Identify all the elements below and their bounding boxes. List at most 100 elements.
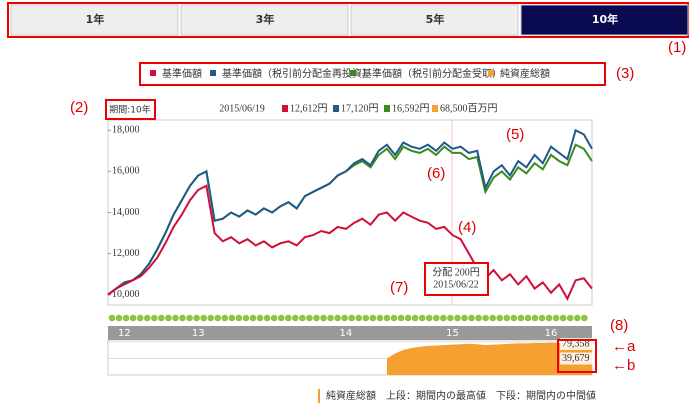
dist-marker — [263, 314, 271, 322]
header-value: 12,612円 — [290, 103, 328, 114]
legend-swatch — [210, 70, 216, 76]
dist-marker — [510, 314, 518, 322]
tab-label[interactable]: 3年 — [256, 12, 275, 26]
y-tick-label: 14,000 — [112, 207, 140, 218]
annotation: (1) — [668, 39, 686, 56]
header-value: 16,592円 — [392, 103, 430, 114]
dist-marker — [581, 314, 588, 322]
dist-marker — [200, 314, 207, 322]
dist-marker — [383, 314, 391, 322]
dist-marker — [496, 314, 504, 322]
dist-marker — [143, 314, 151, 322]
tab-label[interactable]: 10年 — [592, 12, 618, 26]
dist-marker — [425, 314, 433, 322]
header-swatch — [333, 105, 339, 112]
dist-marker — [559, 314, 567, 322]
x-tick-label: 15 — [446, 328, 459, 339]
annotation: ←b — [612, 357, 635, 374]
legend-frame — [139, 62, 606, 86]
dist-marker — [129, 314, 137, 322]
legend-label: 基準価額 — [162, 67, 202, 80]
series-line — [107, 184, 593, 302]
annotation: ←a — [612, 338, 636, 355]
footer: 純資産総額 上段：期間内の最高値 下段：期間内の中間値 — [326, 389, 596, 402]
dist-marker — [355, 314, 363, 322]
annotation: (2) — [70, 99, 88, 116]
dist-marker — [503, 314, 511, 322]
asset-label-bg — [560, 352, 594, 365]
asset-tick-label: 79,358 — [562, 338, 590, 349]
tab[interactable] — [180, 4, 349, 36]
dist-marker — [461, 314, 468, 322]
dist-marker — [440, 314, 447, 322]
dist-marker — [221, 314, 229, 322]
dist-marker — [256, 314, 264, 322]
dist-marker — [284, 314, 292, 322]
tab[interactable] — [10, 4, 179, 36]
dist-marker — [545, 314, 553, 322]
y-tick-label: 12,000 — [112, 248, 140, 259]
dist-marker — [341, 314, 348, 322]
dist-marker — [411, 314, 419, 322]
dist-marker — [334, 314, 341, 322]
annotation: (5) — [506, 126, 524, 143]
dist-marker — [320, 314, 327, 322]
dist-marker — [348, 314, 356, 322]
dist-marker — [489, 314, 497, 322]
dist-marker — [277, 314, 285, 322]
footer-swatch — [318, 389, 320, 403]
dist-marker — [179, 314, 186, 322]
header-value: 68,500百万円 — [440, 102, 498, 114]
year-band — [108, 326, 592, 340]
header-date: 2015/06/19 — [219, 103, 265, 114]
dist-marker — [397, 314, 405, 322]
dist-marker — [574, 314, 581, 322]
x-tick-label: 12 — [118, 328, 131, 339]
header-swatch — [282, 105, 288, 112]
dist-marker — [433, 314, 440, 322]
dist-marker — [313, 314, 320, 322]
period-box — [105, 99, 156, 120]
tab[interactable] — [520, 4, 689, 36]
dist-marker — [376, 314, 384, 322]
series-line — [107, 128, 593, 296]
dist-marker — [151, 314, 158, 322]
dist-marker — [418, 314, 426, 322]
dist-marker — [482, 314, 489, 322]
dist-marker — [538, 314, 546, 322]
dist-marker — [207, 314, 214, 322]
legend-label: 純資産総額 — [500, 67, 550, 80]
header-value: 17,120円 — [341, 103, 379, 114]
dist-marker — [531, 314, 539, 322]
dist-marker — [172, 314, 179, 322]
dist-marker — [136, 314, 144, 322]
legend-swatch — [488, 70, 494, 76]
tooltip-box — [424, 262, 489, 296]
dist-marker — [517, 314, 525, 322]
legend-label: 基準価額（税引前分配金再投資） — [222, 67, 372, 80]
dist-marker — [362, 314, 370, 322]
tooltip-line: 2015/06/22 — [433, 279, 479, 290]
dist-marker — [115, 314, 123, 322]
x-tick-label: 14 — [340, 328, 353, 339]
dist-marker — [468, 314, 475, 322]
tab[interactable] — [350, 4, 519, 36]
dist-marker — [193, 314, 200, 322]
annotation: (7) — [390, 279, 408, 296]
x-tick-label: 16 — [545, 328, 558, 339]
legend-swatch — [350, 70, 356, 76]
dist-marker — [249, 314, 257, 322]
header-swatch — [432, 105, 438, 112]
header-swatch — [384, 105, 390, 112]
dist-marker — [299, 314, 306, 322]
legend-label: 基準価額（税引前分配金受取） — [362, 67, 502, 80]
asset-tick-label: 39,679 — [562, 353, 590, 364]
dist-marker — [186, 314, 193, 322]
tab-label[interactable]: 5年 — [426, 12, 445, 26]
dist-marker — [270, 314, 278, 322]
dist-marker — [524, 314, 532, 322]
annotation: (3) — [616, 65, 634, 82]
dist-marker — [306, 314, 313, 322]
tab-label[interactable]: 1年 — [86, 12, 105, 26]
y-tick-label: 18,000 — [112, 125, 140, 136]
